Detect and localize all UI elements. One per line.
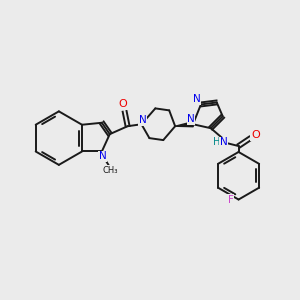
Text: F: F xyxy=(228,194,234,205)
Text: N: N xyxy=(193,94,201,104)
Text: N: N xyxy=(99,152,107,161)
Text: N: N xyxy=(139,115,146,125)
Polygon shape xyxy=(175,122,193,127)
Text: CH₃: CH₃ xyxy=(102,166,118,175)
Text: O: O xyxy=(251,130,260,140)
Text: N: N xyxy=(220,137,228,147)
Text: O: O xyxy=(118,99,127,110)
Text: H: H xyxy=(213,137,220,147)
Text: N: N xyxy=(187,114,195,124)
